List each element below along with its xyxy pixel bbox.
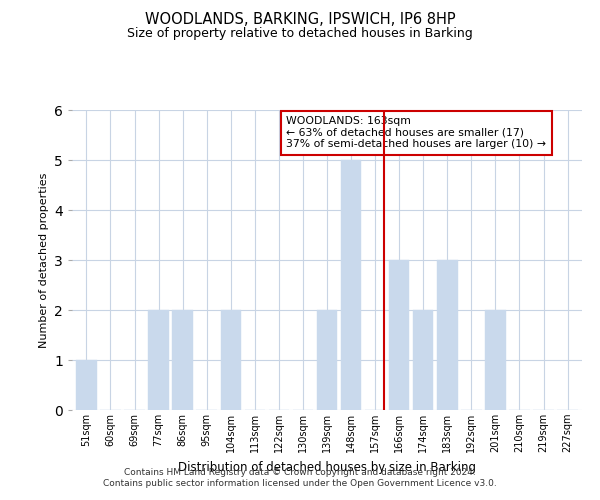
X-axis label: Distribution of detached houses by size in Barking: Distribution of detached houses by size … xyxy=(178,460,476,473)
Y-axis label: Number of detached properties: Number of detached properties xyxy=(38,172,49,348)
Bar xyxy=(76,360,97,410)
Bar xyxy=(221,310,241,410)
Bar xyxy=(413,310,433,410)
Text: Size of property relative to detached houses in Barking: Size of property relative to detached ho… xyxy=(127,28,473,40)
Text: WOODLANDS, BARKING, IPSWICH, IP6 8HP: WOODLANDS, BARKING, IPSWICH, IP6 8HP xyxy=(145,12,455,28)
Text: Contains HM Land Registry data © Crown copyright and database right 2024.
Contai: Contains HM Land Registry data © Crown c… xyxy=(103,468,497,487)
Bar xyxy=(341,160,361,410)
Bar xyxy=(485,310,506,410)
Bar xyxy=(317,310,337,410)
Bar xyxy=(148,310,169,410)
Bar xyxy=(172,310,193,410)
Text: WOODLANDS: 163sqm
← 63% of detached houses are smaller (17)
37% of semi-detached: WOODLANDS: 163sqm ← 63% of detached hous… xyxy=(286,116,546,149)
Bar xyxy=(389,260,409,410)
Bar xyxy=(437,260,458,410)
